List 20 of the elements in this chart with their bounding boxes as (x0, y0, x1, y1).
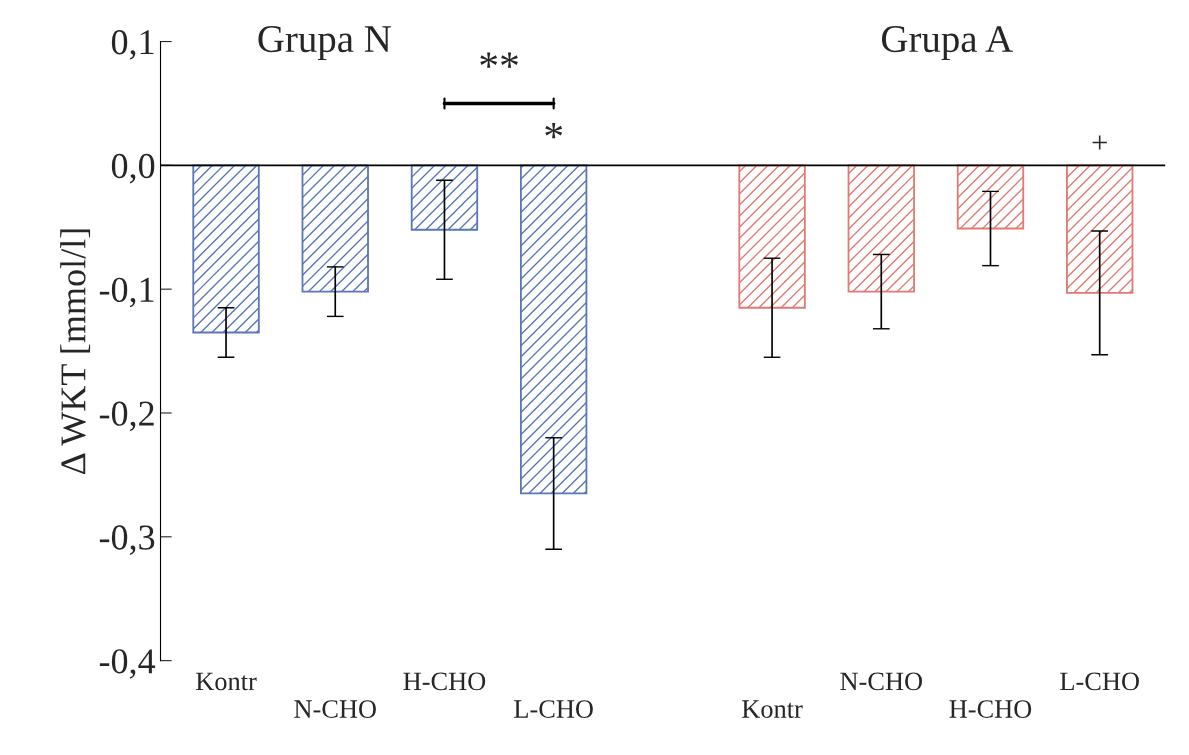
y-tick-label: -0,3 (99, 525, 155, 555)
x-tick-label: L-CHO (1060, 672, 1139, 691)
annotation: + (1092, 135, 1107, 150)
y-axis-title: Δ WKT [mmol/l] (60, 229, 91, 475)
y-tick-label: 0,1 (111, 30, 154, 60)
y-tick-label: -0,1 (99, 277, 154, 308)
x-tick-label: H-CHO (949, 700, 1032, 718)
y-tick-label: -0,2 (99, 401, 154, 432)
annotation: Grupa N (258, 26, 391, 61)
y-tick-label: -0,4 (99, 649, 156, 679)
annotation: Grupa A (881, 26, 1013, 61)
y-tick-label: 0,0 (111, 153, 155, 184)
x-tick-label: L-CHO (514, 700, 593, 718)
x-tick-label: Kontr (742, 700, 803, 718)
x-tick-label: Kontr (196, 672, 257, 691)
x-tick-label: N-CHO (294, 700, 376, 718)
x-tick-label: N-CHO (840, 672, 922, 691)
annotation: ** (480, 52, 518, 68)
x-tick-label: H-CHO (403, 672, 486, 691)
annotation: * (545, 123, 563, 139)
